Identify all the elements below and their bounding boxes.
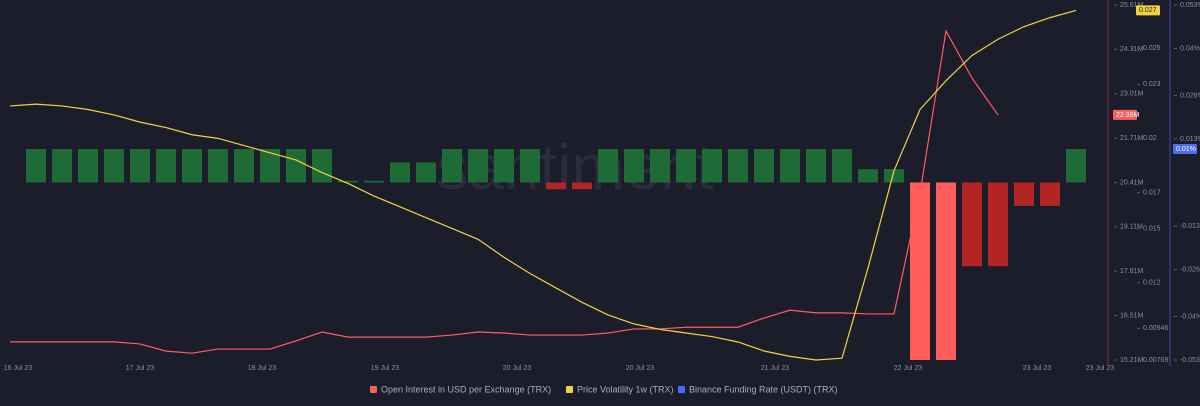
bar — [520, 149, 540, 183]
bar — [962, 182, 982, 267]
bar — [208, 149, 228, 183]
bar — [26, 149, 46, 183]
bar — [468, 149, 488, 183]
bar — [884, 169, 904, 183]
bar — [624, 149, 644, 183]
bar — [416, 162, 436, 183]
bar — [312, 149, 332, 183]
x-tick-label: 20 Jul 23 — [626, 365, 655, 372]
bar — [910, 182, 930, 360]
bar — [442, 149, 462, 183]
x-tick-label: 20 Jul 23 — [503, 365, 532, 372]
bar — [156, 149, 176, 183]
x-tick-label: 23 Jul 23 — [1023, 365, 1052, 372]
legend-swatch — [370, 386, 377, 393]
y-tick-label: 20.41M — [1120, 179, 1144, 186]
line — [10, 29, 999, 354]
bar — [832, 149, 852, 183]
bar — [1066, 149, 1086, 183]
y-tick-label: -0.013% — [1180, 223, 1200, 230]
value-label: 22.39M — [1116, 112, 1140, 119]
bar — [780, 149, 800, 183]
bar — [234, 149, 254, 183]
value-badge — [1113, 109, 1137, 120]
bar — [390, 162, 410, 183]
y-tick-label: 0.053% — [1180, 2, 1200, 9]
legend-swatch — [678, 386, 685, 393]
value-label: 0.027 — [1139, 7, 1157, 14]
bar — [52, 149, 72, 183]
y-tick-label: 19.11M — [1120, 224, 1143, 231]
y-tick-label: -0.04% — [1180, 313, 1200, 320]
bar — [676, 149, 696, 183]
y-tick-label: 0.023 — [1143, 81, 1161, 88]
bar — [728, 149, 748, 183]
y-tick-label: 0.02 — [1143, 135, 1157, 142]
x-tick-label: 22 Jul 23 — [894, 365, 923, 372]
x-tick-label: 16 Jul 23 — [4, 365, 33, 372]
y-tick-label: 0.025 — [1143, 45, 1161, 52]
bar — [702, 149, 722, 183]
value-badge — [1173, 144, 1197, 155]
legend-label: Binance Funding Rate (USDT) (TRX) — [689, 384, 838, 394]
y-tick-label: 0.00769 — [1143, 357, 1168, 364]
y-tick-label: 23.01M — [1120, 91, 1144, 98]
legend-label: Price Volatility 1w (TRX) — [577, 384, 674, 394]
bar — [260, 149, 280, 183]
bar — [988, 182, 1008, 267]
bar — [78, 149, 98, 183]
x-tick-label: 18 Jul 23 — [248, 365, 277, 372]
bar — [754, 149, 774, 183]
bar — [1014, 182, 1034, 206]
x-tick-label: 19 Jul 23 — [371, 365, 400, 372]
bar — [650, 149, 670, 183]
bar — [130, 149, 150, 183]
bar — [286, 149, 306, 183]
line — [9, 9, 1077, 361]
bar — [338, 180, 358, 183]
legend-swatch — [566, 386, 573, 393]
bar — [104, 149, 124, 183]
y-tick-label: 16.51M — [1120, 312, 1144, 319]
bar — [572, 182, 592, 190]
y-tick-label: 0.026% — [1180, 92, 1200, 99]
x-tick-label: 21 Jul 23 — [761, 365, 790, 372]
value-badge — [1136, 5, 1160, 16]
y-tick-label: 0.017 — [1143, 189, 1161, 196]
bar — [1040, 182, 1060, 206]
y-tick-label: -0.026% — [1180, 266, 1200, 273]
y-tick-label: 15.21M — [1120, 357, 1144, 364]
legend-label: Open Interest in USD per Exchange (TRX) — [381, 384, 551, 394]
bar — [936, 182, 956, 360]
x-tick-label: 17 Jul 23 — [126, 365, 155, 372]
value-label: 0.01% — [1176, 146, 1196, 153]
bar — [364, 180, 384, 183]
x-tick-label: 23 Jul 23 — [1086, 365, 1115, 372]
y-tick-label: 24.31M — [1120, 46, 1144, 53]
y-tick-label: -0.053% — [1180, 357, 1200, 364]
y-tick-label: 0.015 — [1143, 225, 1161, 232]
y-tick-label: 0.04% — [1180, 45, 1200, 52]
y-tick-label: 0.012 — [1143, 279, 1161, 286]
y-tick-label: 0.00946 — [1143, 325, 1168, 332]
bar — [598, 149, 618, 183]
bar — [494, 149, 514, 183]
bar — [858, 169, 878, 183]
bar — [806, 149, 826, 183]
y-tick-label: 17.81M — [1120, 268, 1144, 275]
legend: Open Interest in USD per Exchange (TRX) P… — [370, 384, 838, 394]
y-tick-label: 25.61M — [1120, 2, 1144, 9]
y-tick-label: 21.71M — [1120, 135, 1144, 142]
bar — [182, 149, 202, 183]
y-tick-label: 0.013% — [1180, 136, 1200, 143]
bar — [546, 182, 566, 190]
